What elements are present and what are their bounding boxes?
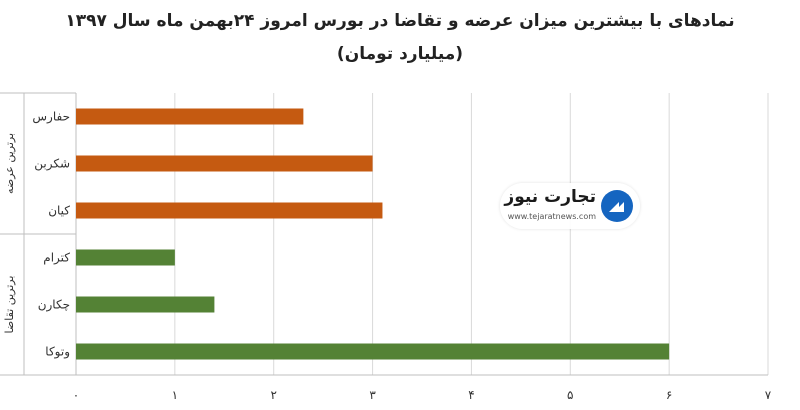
chart-subtitle: (میلیارد تومان) (336, 44, 464, 64)
group-label: برترین عرضه (3, 133, 16, 194)
category-label: حفارس (32, 110, 70, 125)
x-tick-label: ۶ (666, 388, 672, 402)
x-tick-label: ۴ (468, 388, 474, 402)
bar (76, 202, 383, 219)
chart-title: نمادهای با بیشترین میزان عرضه و تقاضا در… (65, 11, 735, 31)
x-tick-label: ۳ (369, 388, 376, 402)
x-tick-label: ۲ (270, 388, 276, 402)
x-tick-label: ۱ (172, 388, 178, 402)
tejaratnews-logo-icon (601, 190, 633, 222)
watermark-url: www.tejaratnews.com (507, 212, 596, 221)
bar (76, 296, 215, 313)
x-tick-label: ۷ (765, 388, 772, 402)
bar (76, 249, 175, 266)
watermark-badge: تجارت نیوز www.tejaratnews.com (500, 183, 640, 229)
category-label: شکربن (34, 157, 70, 172)
watermark-name: تجارت نیوز (504, 187, 596, 207)
category-label: کیان (48, 204, 70, 218)
x-tick-label: ۵ (567, 388, 573, 402)
bar (76, 108, 304, 125)
bar (76, 343, 670, 360)
category-label: چکارن (38, 298, 70, 313)
bar (76, 155, 373, 172)
category-label: وتوکا (45, 345, 70, 360)
category-label: کترام (43, 251, 70, 266)
x-tick-label: ۰ (73, 388, 79, 402)
group-label: برترین تقاضا (3, 276, 16, 334)
